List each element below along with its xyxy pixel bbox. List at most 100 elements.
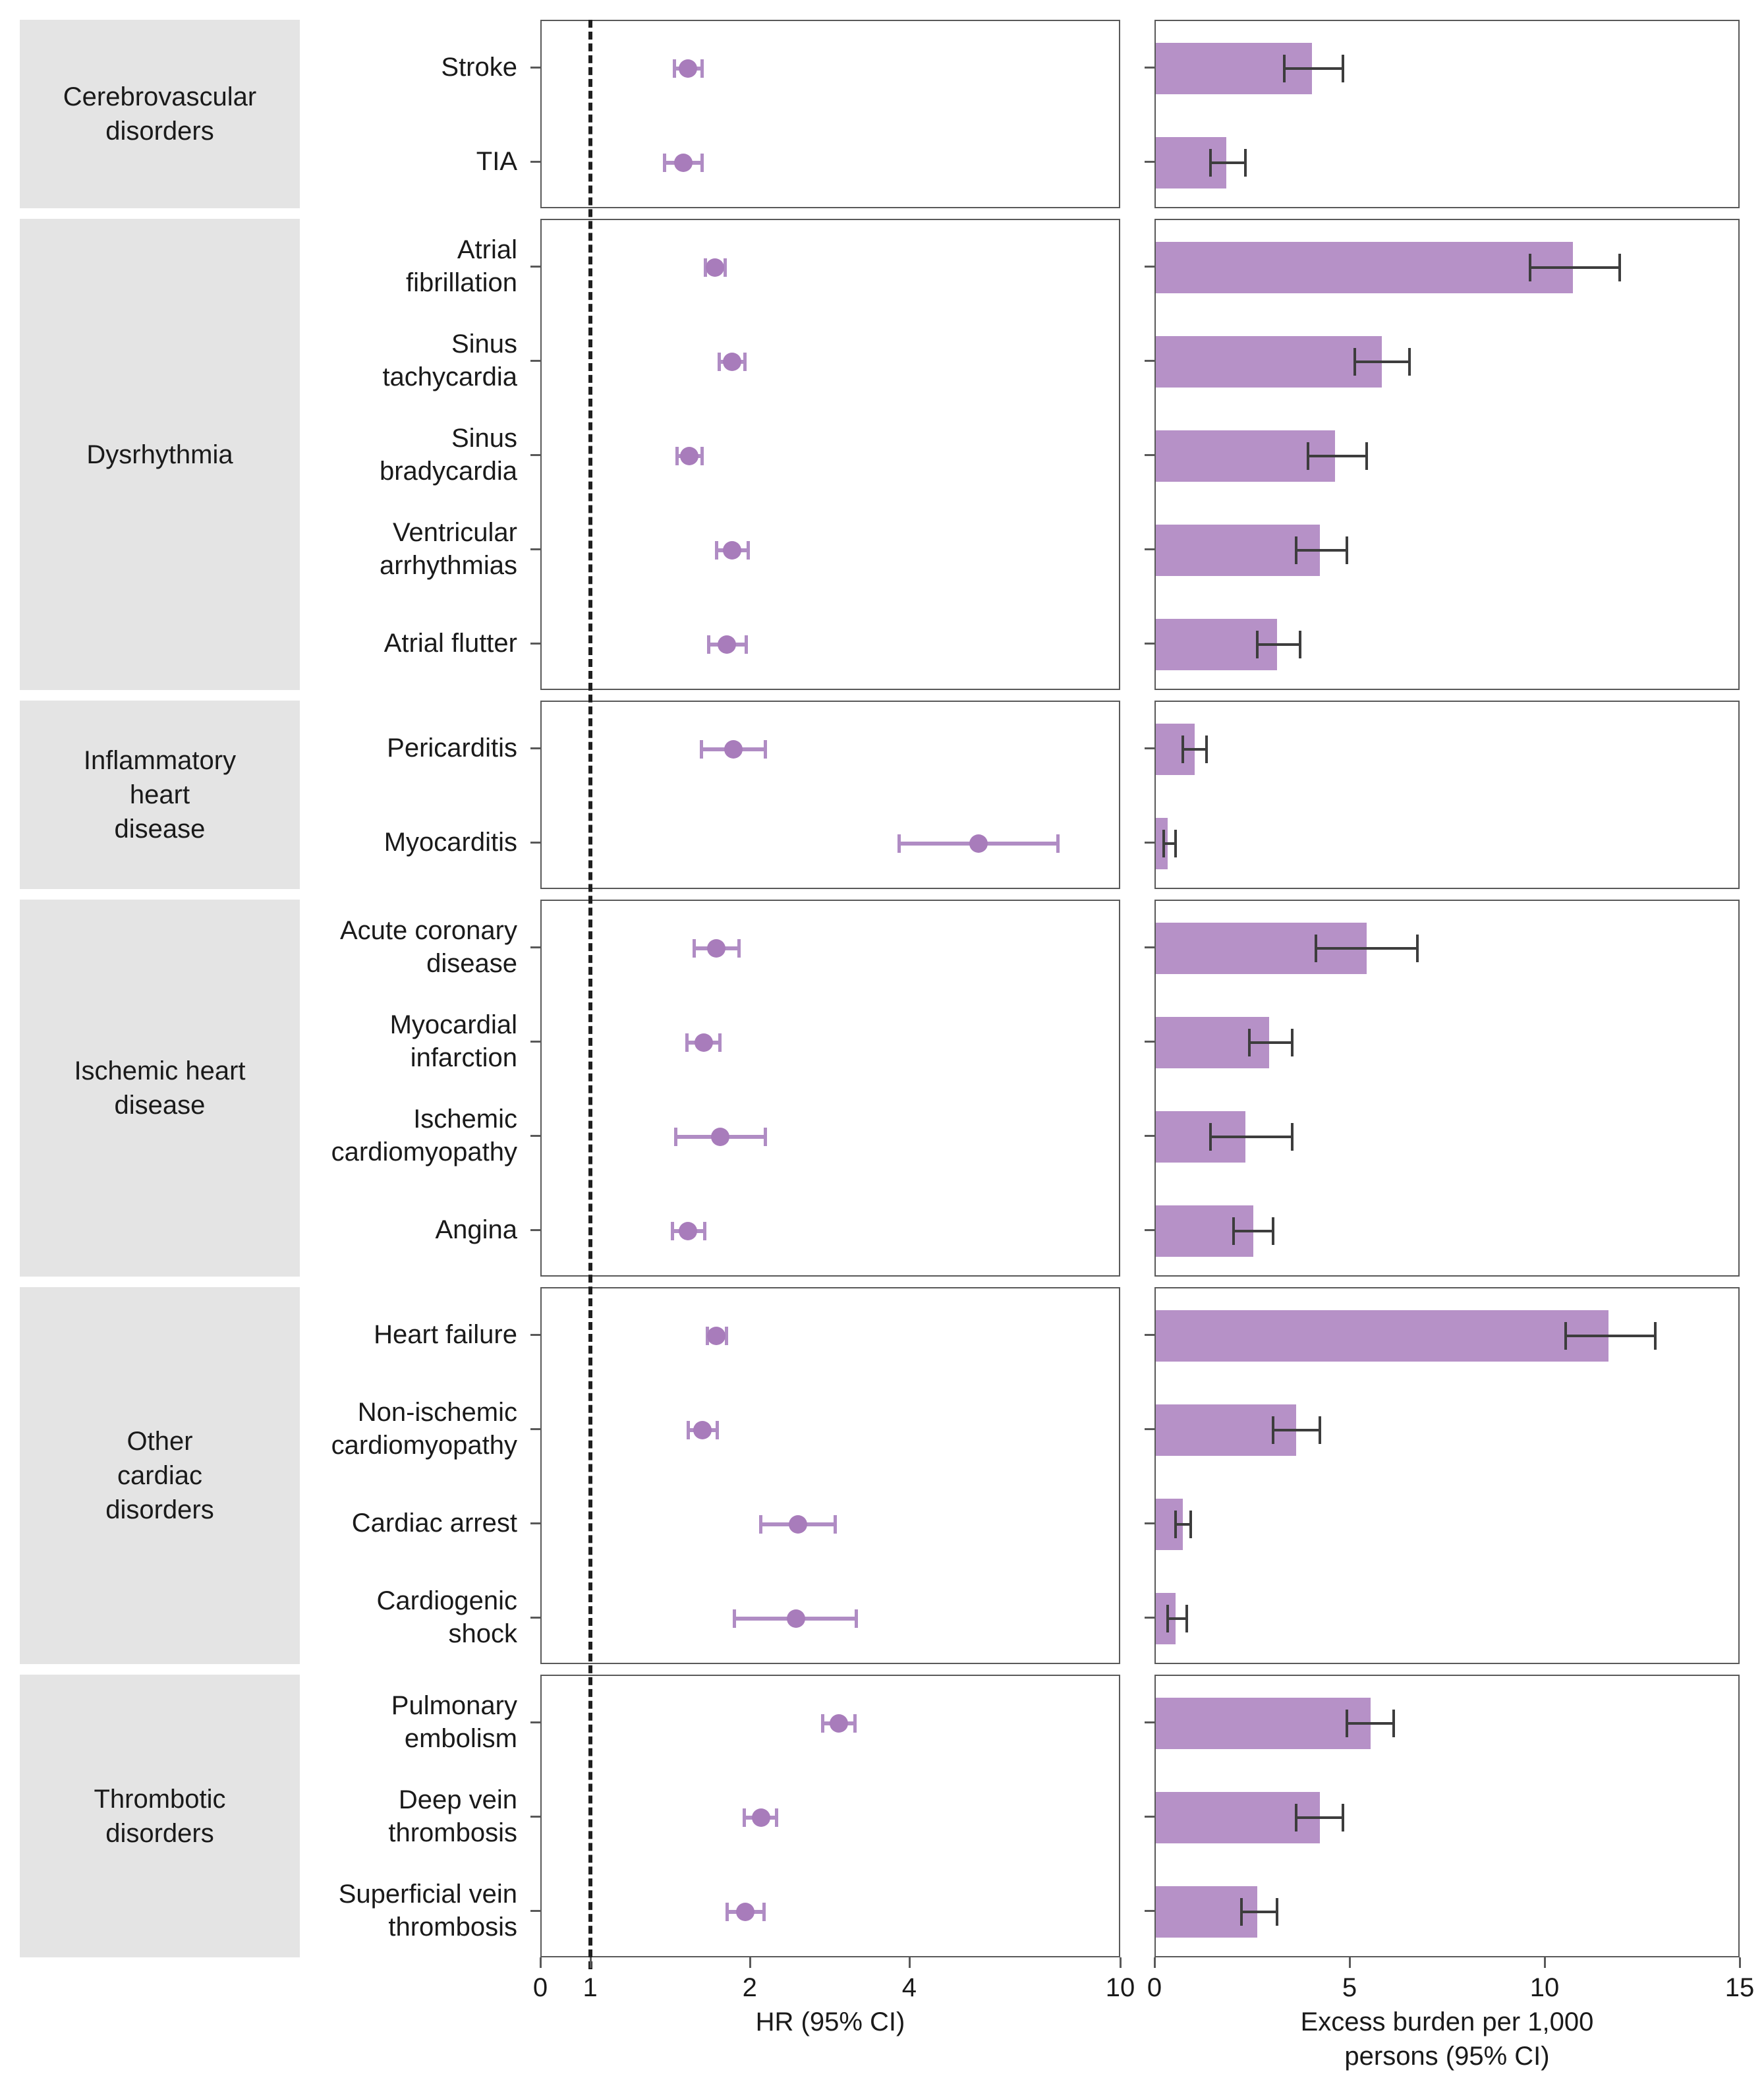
hr-row-tick — [530, 1721, 540, 1723]
hr-axis-tick-label: 2 — [742, 1973, 757, 2002]
burden-ci-cap-low — [1255, 630, 1259, 658]
burden-ci-line — [1234, 1229, 1273, 1232]
hr-ci-cap-high — [762, 1902, 766, 1921]
hr-point-marker — [711, 1127, 730, 1146]
burden-ci-line — [1296, 1816, 1344, 1819]
burden-ci-line — [1565, 1334, 1655, 1337]
hr-row-tick — [530, 1522, 540, 1524]
burden-ci-cap-low — [1174, 1510, 1177, 1538]
burden-bar — [1156, 1310, 1608, 1362]
burden-row-tick — [1145, 1522, 1154, 1524]
burden-ci-cap-high — [1342, 54, 1345, 82]
hr-ci-cap-low — [733, 1609, 737, 1628]
burden-ci-line — [1272, 1428, 1320, 1431]
hr-panel — [540, 900, 1120, 1277]
burden-ci-cap-low — [1248, 1028, 1251, 1056]
burden-ci-cap-high — [1392, 1709, 1396, 1737]
hr-ci-cap-low — [700, 739, 704, 759]
outcome-label: Acute coronary disease — [339, 915, 517, 978]
outcome-label: Sinus bradycardia — [379, 423, 517, 486]
hr-panel — [540, 701, 1120, 889]
hr-axis-tick — [749, 1957, 751, 1968]
outcome-label: Atrial fibrillation — [406, 235, 517, 297]
burden-ci-cap-high — [1291, 1028, 1294, 1056]
burden-panel — [1154, 1675, 1740, 1957]
burden-panel — [1154, 219, 1740, 690]
outcome-label: Ischemic cardiomyopathy — [331, 1104, 517, 1167]
hr-ci-cap-low — [715, 540, 719, 560]
burden-row-tick — [1145, 66, 1154, 69]
hr-ci-cap-high — [700, 446, 704, 465]
burden-row-tick — [1145, 1134, 1154, 1137]
hr-ci-cap-low — [675, 446, 679, 465]
hr-ci-cap-high — [744, 635, 748, 654]
hr-ci-cap-high — [775, 1808, 779, 1827]
burden-ci-line — [1347, 1721, 1394, 1725]
outcome-label: Superficial vein thrombosis — [338, 1879, 517, 1942]
hr-ci-cap-low — [897, 834, 901, 853]
outcome-label: Cardiogenic shock — [376, 1586, 517, 1648]
burden-ci-cap-high — [1415, 934, 1419, 962]
hr-row-tick — [530, 841, 540, 844]
hr-reference-line — [588, 20, 592, 1969]
hr-axis-tick-label: 0 — [532, 1973, 548, 2002]
hr-point-marker — [693, 1420, 712, 1439]
burden-ci-line — [1296, 548, 1348, 552]
burden-row-tick — [1145, 747, 1154, 749]
hr-ci-cap-low — [743, 1808, 747, 1827]
hr-panel — [540, 1287, 1120, 1664]
burden-ci-cap-high — [1205, 735, 1208, 763]
hr-point-marker — [735, 1902, 754, 1921]
hr-ci-cap-high — [724, 258, 727, 277]
group-label: Other cardiac disorders — [20, 1287, 300, 1664]
hr-row-tick — [530, 66, 540, 69]
burden-ci-cap-low — [1209, 1122, 1212, 1151]
burden-bar — [1156, 1697, 1371, 1749]
group-label: Thrombotic disorders — [20, 1675, 300, 1957]
hr-ci-cap-high — [853, 1714, 857, 1733]
burden-ci-cap-high — [1271, 1217, 1274, 1245]
burden-ci-line — [1163, 842, 1176, 845]
burden-ci-cap-low — [1529, 253, 1532, 281]
hr-point-marker — [786, 1609, 805, 1628]
hr-axis-tick-label: 1 — [583, 1973, 598, 2002]
burden-ci-cap-low — [1162, 829, 1165, 857]
burden-ci-line — [1183, 747, 1207, 751]
burden-axis-tick-label: 10 — [1529, 1973, 1560, 2002]
outcome-label: Non-ischemic cardiomyopathy — [331, 1397, 517, 1460]
burden-row-tick — [1145, 946, 1154, 948]
burden-panel — [1154, 20, 1740, 208]
outcome-label: Deep vein thrombosis — [388, 1785, 517, 1847]
hr-ci-cap-high — [700, 153, 704, 172]
hr-ci-cap-high — [747, 540, 751, 560]
burden-row-tick — [1145, 1815, 1154, 1818]
hr-ci-cap-low — [671, 1221, 675, 1240]
burden-ci-cap-low — [1166, 1604, 1169, 1632]
hr-ci-cap-high — [716, 1420, 720, 1439]
hr-row-tick — [530, 453, 540, 456]
hr-ci-cap-low — [685, 1033, 689, 1052]
hr-row-tick — [530, 747, 540, 749]
outcome-label: Atrial flutter — [384, 628, 517, 658]
burden-ci-line — [1210, 1135, 1293, 1138]
burden-ci-cap-low — [1295, 1803, 1298, 1831]
hr-row-tick — [530, 1815, 540, 1818]
burden-ci-cap-high — [1189, 1510, 1193, 1538]
hr-ci-cap-low — [704, 258, 708, 277]
hr-point-marker — [724, 739, 743, 759]
hr-ci-cap-low — [821, 1714, 825, 1733]
burden-ci-cap-low — [1314, 934, 1317, 962]
hr-ci-cap-low — [726, 1902, 729, 1921]
burden-axis-tick — [1349, 1957, 1351, 1968]
burden-row-tick — [1145, 359, 1154, 362]
hr-ci-cap-low — [758, 1514, 762, 1534]
hr-point-marker — [678, 59, 697, 78]
hr-ci-cap-high — [763, 739, 767, 759]
burden-row-tick — [1145, 1228, 1154, 1231]
burden-bar — [1156, 241, 1574, 293]
hr-point-marker — [678, 1221, 697, 1240]
burden-axis-tick — [1739, 1957, 1741, 1968]
burden-ci-cap-low — [1353, 347, 1356, 376]
hr-ci-cap-high — [700, 59, 704, 78]
burden-panel — [1154, 1287, 1740, 1664]
